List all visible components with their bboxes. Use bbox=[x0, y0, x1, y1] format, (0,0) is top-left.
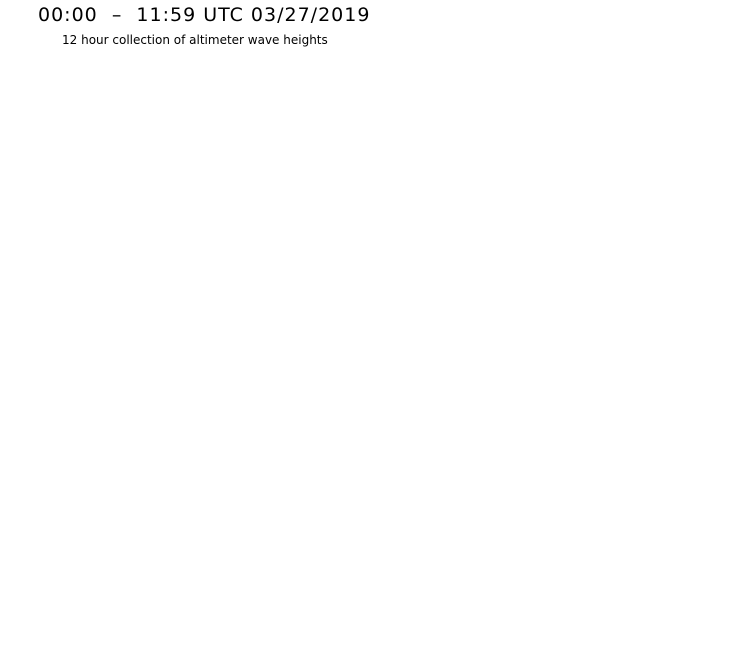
chart-title: 00:00 – 11:59 UTC 03/27/2019 bbox=[38, 4, 371, 26]
chart-subtitle: 12 hour collection of altimeter wave hei… bbox=[62, 33, 328, 47]
